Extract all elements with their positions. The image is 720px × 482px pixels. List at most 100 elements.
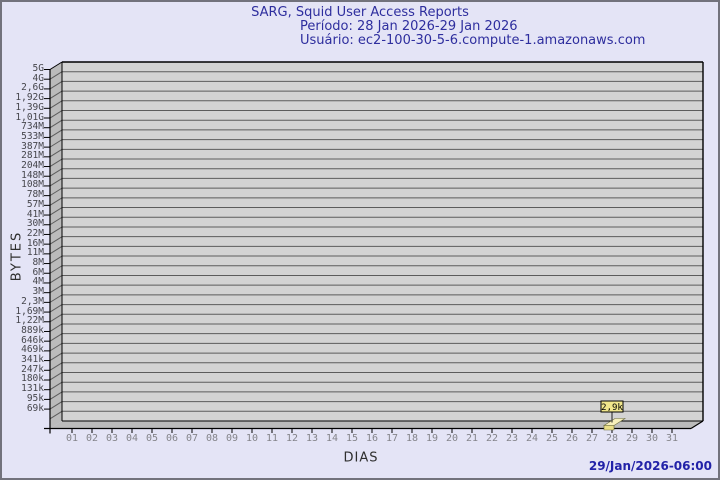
y-tick-label: 1,01G bbox=[15, 111, 44, 123]
side-wall-gridline bbox=[49, 80, 63, 90]
y-tick-label: 5G bbox=[32, 63, 44, 74]
y-tick-label: 387M bbox=[21, 140, 44, 152]
plot-side-wall bbox=[50, 62, 62, 429]
y-tick-label: 247k bbox=[21, 363, 44, 375]
y-tick-label: 78M bbox=[26, 189, 44, 201]
y-tick-label: 889k bbox=[21, 324, 44, 336]
y-tick-label: 281M bbox=[21, 150, 44, 162]
side-wall-gridline bbox=[49, 168, 63, 177]
side-wall-gridline bbox=[49, 158, 63, 167]
x-tick-label: 05 bbox=[145, 433, 159, 444]
side-wall-gridline bbox=[49, 275, 63, 284]
y-tick-label: 1,69M bbox=[15, 305, 44, 317]
side-wall-gridline bbox=[49, 352, 63, 362]
y-tick-label: 41M bbox=[26, 208, 44, 220]
x-tick-label: 23 bbox=[505, 433, 519, 444]
y-tick-label: 16M bbox=[26, 237, 44, 249]
y-tick-label: 1,92G bbox=[15, 92, 44, 104]
report-user: Usuário: ec2-100-30-5-6.compute-1.amazon… bbox=[300, 33, 646, 48]
side-wall-gridline bbox=[49, 284, 63, 294]
y-tick-label: 4M bbox=[32, 276, 44, 288]
x-tick-label: 20 bbox=[445, 433, 459, 444]
y-tick-label: 108M bbox=[21, 179, 44, 191]
y-tick-label: 11M bbox=[26, 247, 44, 259]
x-tick-label: 03 bbox=[105, 433, 119, 444]
y-tick-label: 1,39G bbox=[15, 101, 44, 113]
y-tick-label: 469k bbox=[21, 344, 44, 356]
side-wall-gridline bbox=[49, 362, 63, 371]
side-wall-gridline bbox=[49, 410, 63, 420]
x-tick-label: 09 bbox=[225, 433, 239, 444]
side-wall-gridline bbox=[49, 139, 63, 148]
wall-top-diagonal bbox=[49, 61, 63, 70]
x-tick-label: 16 bbox=[365, 433, 379, 444]
y-tick-label: 204M bbox=[21, 160, 44, 172]
x-tick-label: 04 bbox=[125, 433, 139, 444]
x-tick-label: 14 bbox=[325, 433, 339, 444]
x-tick-label: 28 bbox=[605, 433, 619, 444]
side-wall-gridline bbox=[49, 197, 63, 206]
x-tick-label: 26 bbox=[565, 433, 579, 444]
side-wall-gridline bbox=[49, 207, 63, 216]
x-tick-label: 11 bbox=[265, 433, 279, 444]
value-callout-text: 2,9k bbox=[601, 403, 623, 413]
value-callout-box bbox=[600, 400, 624, 413]
x-tick-label: 12 bbox=[285, 433, 299, 444]
x-tick-label: 17 bbox=[385, 433, 399, 444]
report-generated-timestamp: 29/Jan/2026-06:00 bbox=[588, 459, 712, 473]
y-axis-title: BYTES bbox=[9, 230, 25, 282]
side-wall-gridline bbox=[49, 313, 63, 323]
side-wall-gridline bbox=[49, 216, 63, 226]
x-tick-label: 06 bbox=[165, 433, 179, 444]
y-tick-label: 341k bbox=[21, 354, 44, 366]
side-wall-gridline bbox=[49, 148, 63, 158]
x-tick-label: 13 bbox=[305, 433, 319, 444]
side-wall-gridline bbox=[49, 100, 63, 109]
side-wall-gridline bbox=[49, 187, 63, 197]
bar-front-face bbox=[603, 425, 615, 431]
x-tick-label: 01 bbox=[65, 433, 79, 444]
y-tick-label: 646k bbox=[21, 334, 44, 346]
y-tick-label: 8M bbox=[32, 257, 44, 269]
plot-back-wall bbox=[62, 62, 703, 421]
y-tick-label: 533M bbox=[21, 130, 44, 142]
x-tick-label: 02 bbox=[85, 433, 99, 444]
report-period: Período: 28 Jan 2026-29 Jan 2026 bbox=[300, 19, 518, 34]
side-wall-gridline bbox=[49, 129, 63, 138]
x-tick-label: 30 bbox=[645, 433, 659, 444]
y-tick-label: 3M bbox=[32, 286, 44, 298]
side-wall-gridline bbox=[49, 90, 63, 100]
y-tick-label: 131k bbox=[21, 383, 44, 395]
x-tick-label: 21 bbox=[465, 433, 479, 444]
y-tick-label: 57M bbox=[26, 198, 44, 210]
x-axis-title: DIAS bbox=[343, 450, 379, 466]
side-wall-gridline bbox=[49, 333, 63, 342]
y-tick-label: 734M bbox=[21, 121, 44, 133]
side-wall-gridline bbox=[49, 245, 63, 255]
y-tick-label: 22M bbox=[26, 227, 44, 239]
side-wall-gridline bbox=[49, 71, 63, 80]
x-tick-label: 25 bbox=[545, 433, 559, 444]
side-wall-gridline bbox=[49, 294, 63, 303]
x-tick-label: 31 bbox=[665, 433, 679, 444]
x-tick-label: 27 bbox=[585, 433, 599, 444]
x-tick-label: 22 bbox=[485, 433, 499, 444]
floor-corner-diagonal bbox=[690, 420, 704, 430]
x-tick-label: 08 bbox=[205, 433, 219, 444]
x-tick-label: 10 bbox=[245, 433, 259, 444]
side-wall-gridline bbox=[49, 391, 63, 400]
y-tick-label: 180k bbox=[21, 373, 44, 385]
x-tick-label: 07 bbox=[185, 433, 199, 444]
side-wall-gridline bbox=[49, 226, 63, 235]
y-tick-label: 69k bbox=[26, 402, 44, 414]
y-tick-label: 4G bbox=[32, 72, 44, 84]
side-wall-gridline bbox=[49, 304, 63, 313]
side-wall-gridline bbox=[49, 342, 63, 352]
side-wall-gridline bbox=[49, 401, 63, 410]
side-wall-gridline bbox=[49, 323, 63, 332]
plot-floor bbox=[50, 421, 703, 429]
y-tick-label: 2,6G bbox=[21, 82, 44, 94]
side-wall-gridline bbox=[49, 255, 63, 264]
